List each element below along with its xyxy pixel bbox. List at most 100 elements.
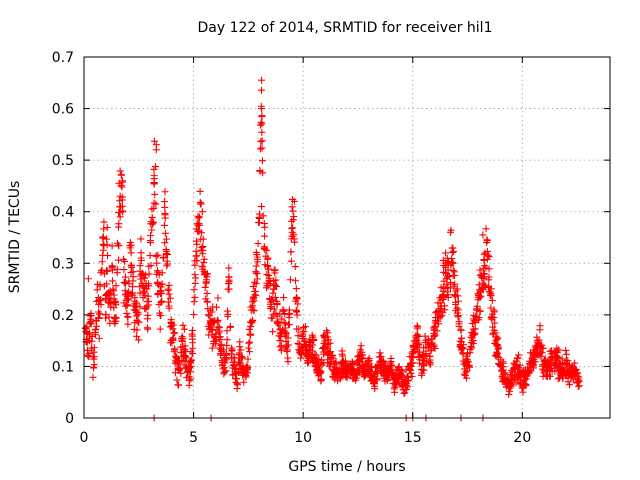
- data-point: [336, 375, 344, 383]
- data-point: [236, 338, 244, 346]
- data-point: [169, 334, 177, 342]
- data-point: [254, 240, 262, 248]
- data-point: [237, 346, 245, 354]
- data-point: [110, 291, 118, 299]
- data-point: [294, 300, 302, 308]
- data-point: [575, 382, 583, 390]
- data-point: [255, 219, 263, 227]
- data-point: [495, 344, 503, 352]
- data-point: [225, 264, 233, 272]
- data-point: [81, 324, 89, 332]
- data-point: [142, 271, 150, 279]
- data-point: [376, 349, 384, 357]
- data-point: [431, 331, 439, 339]
- data-point: [436, 313, 444, 321]
- data-point: [574, 382, 582, 390]
- data-point: [90, 363, 98, 371]
- data-point: [483, 237, 491, 245]
- data-point: [103, 267, 111, 275]
- data-point: [278, 315, 286, 323]
- data-point: [220, 364, 228, 372]
- data-point: [157, 299, 165, 307]
- data-point: [190, 298, 198, 306]
- data-point: [276, 337, 284, 345]
- data-point: [188, 356, 196, 364]
- data-point: [149, 218, 157, 226]
- data-point: [188, 335, 196, 343]
- data-point: [165, 281, 173, 289]
- data-point: [84, 351, 92, 359]
- data-point: [491, 319, 499, 327]
- data-point: [293, 295, 301, 303]
- data-point: [290, 197, 298, 205]
- data-point: [422, 351, 430, 359]
- x-tick-label: 20: [513, 430, 531, 446]
- data-point: [228, 346, 236, 354]
- data-point: [187, 362, 195, 370]
- y-tick-label: 0.1: [52, 359, 74, 375]
- data-point: [128, 263, 136, 271]
- data-point: [171, 369, 179, 377]
- data-point: [449, 259, 457, 267]
- data-point: [156, 288, 164, 296]
- data-point: [284, 334, 292, 342]
- y-tick-label: 0.4: [52, 205, 74, 221]
- data-point: [124, 320, 132, 328]
- data-point: [454, 312, 462, 320]
- data-point: [418, 371, 426, 379]
- data-point: [112, 301, 120, 309]
- data-point: [309, 347, 317, 355]
- data-point: [392, 380, 400, 388]
- data-point: [205, 312, 213, 320]
- data-point: [282, 330, 290, 338]
- data-point: [127, 249, 135, 257]
- data-point: [201, 283, 209, 291]
- data-point: [415, 332, 423, 340]
- data-point: [256, 210, 264, 218]
- data-point: [221, 368, 229, 376]
- data-point: [425, 358, 433, 366]
- data-point: [199, 243, 207, 251]
- data-point: [115, 256, 123, 264]
- data-point: [387, 361, 395, 369]
- data-point: [252, 280, 260, 288]
- data-point: [161, 214, 169, 222]
- data-point: [416, 356, 424, 364]
- data-point: [84, 275, 92, 283]
- data-point: [115, 179, 123, 187]
- data-point: [283, 348, 291, 356]
- data-point: [179, 334, 187, 342]
- data-point: [257, 86, 265, 94]
- data-point: [115, 223, 123, 231]
- data-point: [191, 271, 199, 279]
- data-point: [137, 235, 145, 243]
- data-point: [402, 386, 410, 394]
- data-point: [431, 344, 439, 352]
- data-point: [246, 338, 254, 346]
- y-tick-label: 0.7: [52, 50, 74, 66]
- data-point: [95, 334, 103, 342]
- data-point: [479, 286, 487, 294]
- data-point: [267, 280, 275, 288]
- data-point: [480, 275, 488, 283]
- data-point: [447, 279, 455, 287]
- data-point: [252, 291, 260, 299]
- data-point: [273, 283, 281, 291]
- data-point: [197, 200, 205, 208]
- data-point: [392, 373, 400, 381]
- data-point: [285, 306, 293, 314]
- data-point: [125, 296, 133, 304]
- data-point: [108, 263, 116, 271]
- data-point: [454, 292, 462, 300]
- data-point: [124, 313, 132, 321]
- data-point: [424, 336, 432, 344]
- data-point: [117, 171, 125, 179]
- data-point: [170, 345, 178, 353]
- data-point: [485, 253, 493, 261]
- data-point: [482, 225, 490, 233]
- data-point: [481, 249, 489, 257]
- data-point: [258, 128, 266, 136]
- data-point: [256, 121, 264, 129]
- data-point: [476, 307, 484, 315]
- data-point: [287, 257, 295, 265]
